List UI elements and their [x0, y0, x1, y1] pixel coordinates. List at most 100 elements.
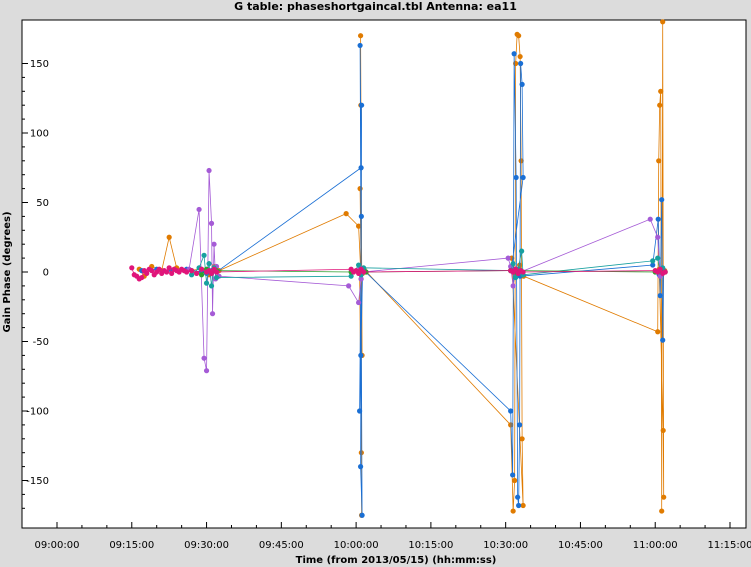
data-point — [208, 283, 215, 289]
data-point — [513, 266, 519, 272]
data-point — [508, 422, 514, 428]
chart-title: G table: phaseshortgaincal.tbl Antenna: … — [234, 0, 517, 13]
x-tick-label: 10:00:00 — [334, 540, 379, 551]
y-tick-label: -150 — [26, 476, 49, 487]
data-point — [360, 269, 367, 275]
data-point — [213, 269, 220, 275]
data-point — [193, 270, 200, 276]
data-point — [520, 174, 526, 181]
data-point — [657, 266, 663, 272]
data-point — [655, 234, 661, 240]
data-point — [169, 270, 175, 276]
data-point — [650, 258, 656, 264]
x-axis: 09:00:00 09:15:00 09:30:00 09:45:00 10:00:00… — [35, 522, 751, 551]
data-point — [647, 216, 653, 222]
y-tick-label: 150 — [30, 59, 49, 70]
data-point — [519, 248, 525, 254]
data-point — [346, 283, 352, 289]
x-tick-label: 09:30:00 — [184, 540, 229, 551]
data-point — [661, 494, 667, 500]
x-axis-title: Time (from 2013/05/15) (hh:mm:ss) — [296, 555, 497, 566]
data-point — [358, 213, 364, 219]
data-point — [149, 268, 155, 274]
data-point — [206, 167, 212, 174]
data-point — [658, 88, 664, 94]
plot-area — [21, 19, 747, 529]
data-point — [206, 261, 212, 267]
data-point — [357, 186, 363, 192]
y-tick-label: 50 — [36, 198, 49, 209]
y-axis: 150 100 50 0 -50 -100 -150 — [22, 59, 49, 509]
data-point — [515, 494, 521, 500]
x-tick-label: 09:00:00 — [35, 540, 80, 551]
data-point — [655, 216, 661, 222]
data-point — [655, 329, 661, 335]
data-point — [656, 158, 662, 164]
y-tick-label: -100 — [26, 407, 49, 418]
data-point — [511, 51, 517, 57]
data-point — [510, 261, 516, 267]
data-point — [659, 508, 665, 514]
data-point — [166, 234, 172, 240]
data-point — [660, 427, 666, 434]
data-point — [358, 450, 364, 456]
data-point — [510, 283, 516, 289]
data-point — [213, 274, 220, 281]
x-tick-label: 11:15:00 — [708, 540, 751, 551]
x-tick-label: 09:45:00 — [259, 540, 304, 551]
y-tick-label: 0 — [43, 268, 49, 279]
x-tick-label: 10:15:00 — [408, 540, 453, 551]
data-point — [356, 262, 362, 268]
data-point — [655, 255, 661, 261]
data-point — [358, 276, 364, 282]
data-point — [211, 241, 217, 247]
data-point — [650, 262, 656, 268]
data-point — [166, 265, 172, 271]
data-point — [520, 269, 526, 275]
series-layer — [129, 19, 668, 518]
data-point — [518, 158, 524, 164]
data-point — [516, 502, 522, 509]
data-point — [660, 19, 666, 25]
data-point — [513, 174, 519, 181]
data-point — [517, 53, 523, 60]
data-point — [356, 223, 362, 229]
x-tick-label: 10:30:00 — [483, 540, 528, 551]
data-point — [508, 408, 514, 414]
data-point — [184, 269, 190, 275]
data-point — [357, 42, 363, 49]
data-point — [203, 280, 210, 286]
data-point — [517, 422, 523, 428]
y-axis-title: Gain Phase (degrees) — [2, 211, 13, 332]
data-point — [164, 269, 170, 275]
data-point — [198, 266, 205, 272]
data-point — [358, 102, 365, 108]
data-point — [201, 252, 207, 258]
data-point — [129, 265, 135, 271]
data-point — [201, 355, 207, 361]
data-point — [357, 408, 363, 414]
x-tick-label: 11:00:00 — [633, 540, 678, 551]
data-point — [660, 337, 666, 343]
data-point — [189, 268, 195, 274]
data-point — [356, 270, 362, 276]
data-point — [662, 269, 668, 275]
data-point — [209, 311, 216, 317]
data-point — [657, 102, 663, 108]
data-point — [357, 33, 364, 39]
data-point — [512, 477, 518, 484]
data-point — [516, 33, 522, 39]
data-point — [519, 81, 525, 87]
x-tick-label: 10:45:00 — [558, 540, 603, 551]
data-point — [208, 220, 215, 226]
data-point — [203, 368, 210, 374]
data-point — [358, 352, 364, 358]
data-point — [505, 255, 511, 261]
data-point — [356, 299, 362, 306]
data-point — [198, 272, 205, 278]
y-tick-label: -50 — [33, 337, 49, 348]
data-point — [196, 206, 202, 213]
data-point — [659, 197, 665, 203]
data-point — [513, 274, 519, 281]
